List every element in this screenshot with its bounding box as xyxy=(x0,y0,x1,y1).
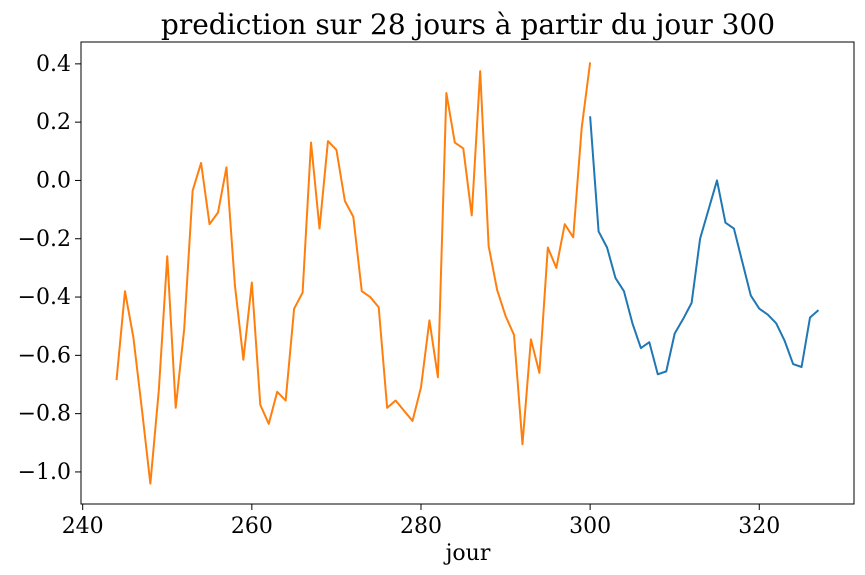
y-tick-label: −0.2 xyxy=(18,227,71,252)
y-tick-label: 0.4 xyxy=(36,52,71,77)
x-tick-label: 240 xyxy=(62,514,104,539)
x-tick-label: 260 xyxy=(231,514,273,539)
series-layer xyxy=(115,62,820,485)
y-tick-label: −0.4 xyxy=(18,285,71,310)
series-line-1 xyxy=(115,62,592,485)
y-tick-label: −1.0 xyxy=(18,460,71,485)
y-tick-label: −0.6 xyxy=(18,343,71,368)
x-axis-label: jour xyxy=(443,541,491,566)
y-tick-label: −0.8 xyxy=(18,402,71,427)
plot-frame xyxy=(80,41,855,505)
x-tick-label: 280 xyxy=(400,514,442,539)
series-line-0 xyxy=(589,116,820,376)
y-tick-label: 0.2 xyxy=(36,110,71,135)
chart-title: prediction sur 28 jours à partir du jour… xyxy=(161,8,775,41)
x-tick-label: 320 xyxy=(738,514,780,539)
x-tick-label: 300 xyxy=(569,514,611,539)
y-tick-label: 0.0 xyxy=(36,168,71,193)
ticks-layer: 240 260 280 300 320 −1.0 −0.8 −0.6 −0.4 −0.2 0.0 0.… xyxy=(18,52,781,539)
